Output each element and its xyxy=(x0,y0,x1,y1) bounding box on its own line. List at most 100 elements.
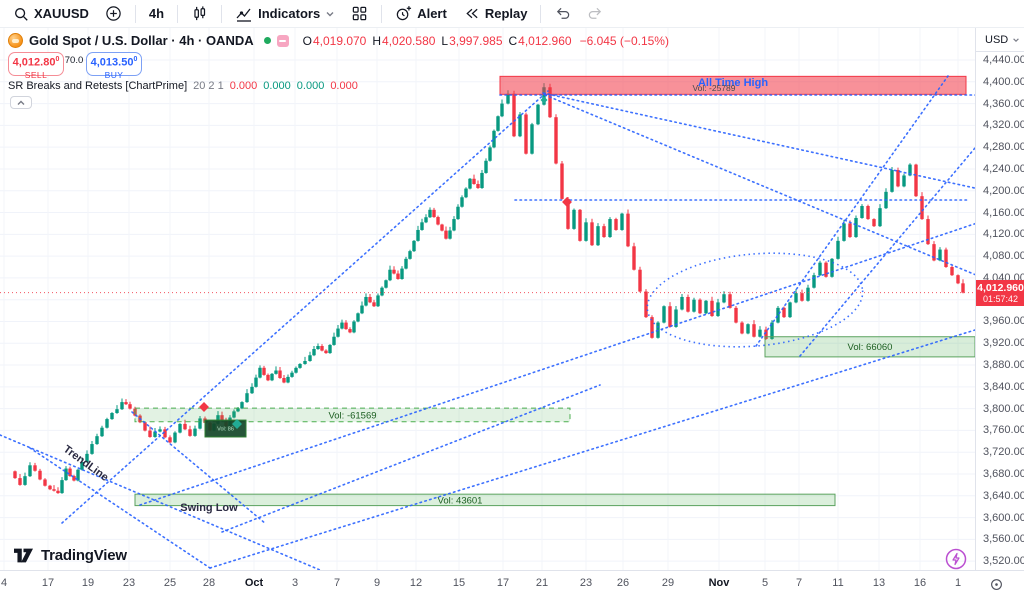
symbol-legend: Gold Spot / U.S. Dollar · 4h · OANDA O4,… xyxy=(8,33,669,48)
price-tick: 4,080.000 xyxy=(983,250,1024,263)
price-tick: 4,400.000 xyxy=(983,75,1024,88)
time-tick: 21 xyxy=(535,577,549,589)
time-tick: 23 xyxy=(579,577,593,589)
breakout-box-label: Vol: 86 xyxy=(217,426,234,432)
price-tick: 3,680.000 xyxy=(983,468,1024,480)
trendline-6[interactable] xyxy=(139,218,975,506)
indicator-value: 0.000 xyxy=(229,80,258,92)
indicators-button[interactable]: Indicators xyxy=(228,3,342,25)
alert-clock-icon xyxy=(396,6,412,21)
signal-diamond-marker xyxy=(562,197,572,207)
price-tick: 3,840.000 xyxy=(983,380,1024,393)
sell-label: SELL xyxy=(24,69,48,80)
ohlc-item: O4,019.070 xyxy=(302,33,367,48)
trendline-7[interactable] xyxy=(209,316,975,569)
price-axis[interactable]: USD 4,440.000 4,400.000 4,360.000 4,320.000… xyxy=(975,28,1024,570)
trendline-11[interactable] xyxy=(131,411,267,525)
price-tick: 4,120.000 xyxy=(983,228,1024,241)
buy-price: 4,013.500 xyxy=(90,56,138,69)
trendline-0[interactable] xyxy=(61,90,549,524)
timezone-settings-button[interactable] xyxy=(986,574,1006,594)
trendline-9[interactable] xyxy=(799,104,975,357)
chart-style-button[interactable] xyxy=(184,3,215,24)
trendline-8[interactable] xyxy=(755,75,949,347)
time-tick: Oct xyxy=(244,577,264,589)
demand-zone-bottom-label: Vol: 43601 xyxy=(438,495,483,506)
price-tick: 4,160.000 xyxy=(983,206,1024,219)
time-tick: 26 xyxy=(616,577,630,589)
trendline-2[interactable] xyxy=(29,447,211,569)
signal-diamond-marker xyxy=(540,96,548,104)
chevron-down-icon xyxy=(1013,37,1020,42)
gold-coin-icon xyxy=(8,33,23,48)
currency-selector[interactable]: USD xyxy=(976,28,1024,52)
price-tick: 3,600.000 xyxy=(983,511,1024,524)
undo-button[interactable] xyxy=(547,3,578,24)
chevron-up-icon xyxy=(17,100,25,105)
ath-supply-zone[interactable] xyxy=(499,75,967,95)
price-tick: 3,720.000 xyxy=(983,446,1024,459)
trendline-10[interactable] xyxy=(544,94,975,285)
lightning-icon xyxy=(945,548,967,570)
symbol-title[interactable]: Gold Spot / U.S. Dollar · 4h · OANDA xyxy=(29,33,254,48)
grid-layout-icon xyxy=(352,6,367,21)
trendline-label: TrendLine xyxy=(61,443,111,484)
indicator-values: 0.000 0.000 0.000 0.000 xyxy=(230,80,364,92)
replay-button[interactable]: Replay xyxy=(456,3,535,24)
demand-zone-right[interactable] xyxy=(764,336,975,358)
time-tick: 12 xyxy=(409,577,423,589)
chart-canvas[interactable]: Vol: -61569 Vol: 43601 Vol: 66060 Vol: 86 Al… xyxy=(0,28,975,570)
time-tick: 9 xyxy=(373,577,381,589)
indicator-params: 20 2 1 xyxy=(193,80,224,92)
price-tick: 4,240.000 xyxy=(983,162,1024,175)
price-tick: 3,800.000 xyxy=(983,402,1024,415)
time-tick: 7 xyxy=(795,577,803,589)
currency-label: USD xyxy=(985,33,1009,46)
time-tick: 13 xyxy=(872,577,886,589)
indicator-legend[interactable]: SR Breaks and Retests [ChartPrime] 20 2 … xyxy=(8,80,364,92)
demand-zone-bottom[interactable] xyxy=(134,493,836,507)
toolbar-divider xyxy=(540,4,542,23)
time-tick: 16 xyxy=(913,577,927,589)
current-price: 4,012.960 xyxy=(977,281,1024,294)
collapse-legend-button[interactable] xyxy=(10,96,32,109)
time-tick: 19 xyxy=(81,577,95,589)
redo-button[interactable] xyxy=(580,3,611,24)
demand-zone-mid-label: Vol: -61569 xyxy=(328,410,376,421)
price-tick: 3,960.000 xyxy=(983,315,1024,328)
buy-button[interactable]: 4,013.500 BUY xyxy=(86,52,142,79)
plus-circle-icon xyxy=(106,6,121,21)
indicators-label: Indicators xyxy=(258,6,321,21)
sell-button[interactable]: 4,012.800 SELL xyxy=(8,52,64,79)
toolbar-divider xyxy=(177,4,179,23)
ohlc-item: H4,020.580 xyxy=(372,33,436,48)
time-tick: 28 xyxy=(202,577,216,589)
time-tick: 17 xyxy=(41,577,55,589)
swing-low-label: Swing Low xyxy=(180,502,238,514)
candles xyxy=(13,83,965,494)
alert-label: Alert xyxy=(417,6,447,21)
time-tick: 17 xyxy=(496,577,510,589)
price-tick: 4,280.000 xyxy=(983,141,1024,154)
interval-button[interactable]: 4h xyxy=(142,4,171,23)
alert-button[interactable]: Alert xyxy=(388,3,454,24)
search-icon xyxy=(15,7,28,21)
toolbar-divider xyxy=(381,4,383,23)
price-tick: 3,760.000 xyxy=(983,424,1024,437)
tradingview-logo[interactable]: TradingView xyxy=(13,546,127,565)
symbol-search-button[interactable]: XAUUSD xyxy=(6,4,96,24)
time-axis[interactable]: 4 17 19 23 25 28 Oct 3 7 9 12 15 17 21 23 26 29 Nov 5 7 11 13… xyxy=(0,570,1024,596)
demand-zone-mid[interactable] xyxy=(134,407,571,423)
price-tick: 4,440.000 xyxy=(983,54,1024,66)
trendline-1[interactable] xyxy=(0,434,321,570)
indicator-value: 0.000 xyxy=(330,80,358,92)
trendline-4[interactable] xyxy=(542,92,975,198)
compare-add-button[interactable] xyxy=(98,3,129,24)
boost-button[interactable] xyxy=(945,548,967,570)
symbol-name: XAUUSD xyxy=(34,6,89,21)
ellipse-drawing[interactable] xyxy=(643,245,866,355)
gear-icon xyxy=(990,578,1002,590)
layout-templates-button[interactable] xyxy=(344,3,375,24)
tradingview-logo-text: TradingView xyxy=(41,547,127,564)
